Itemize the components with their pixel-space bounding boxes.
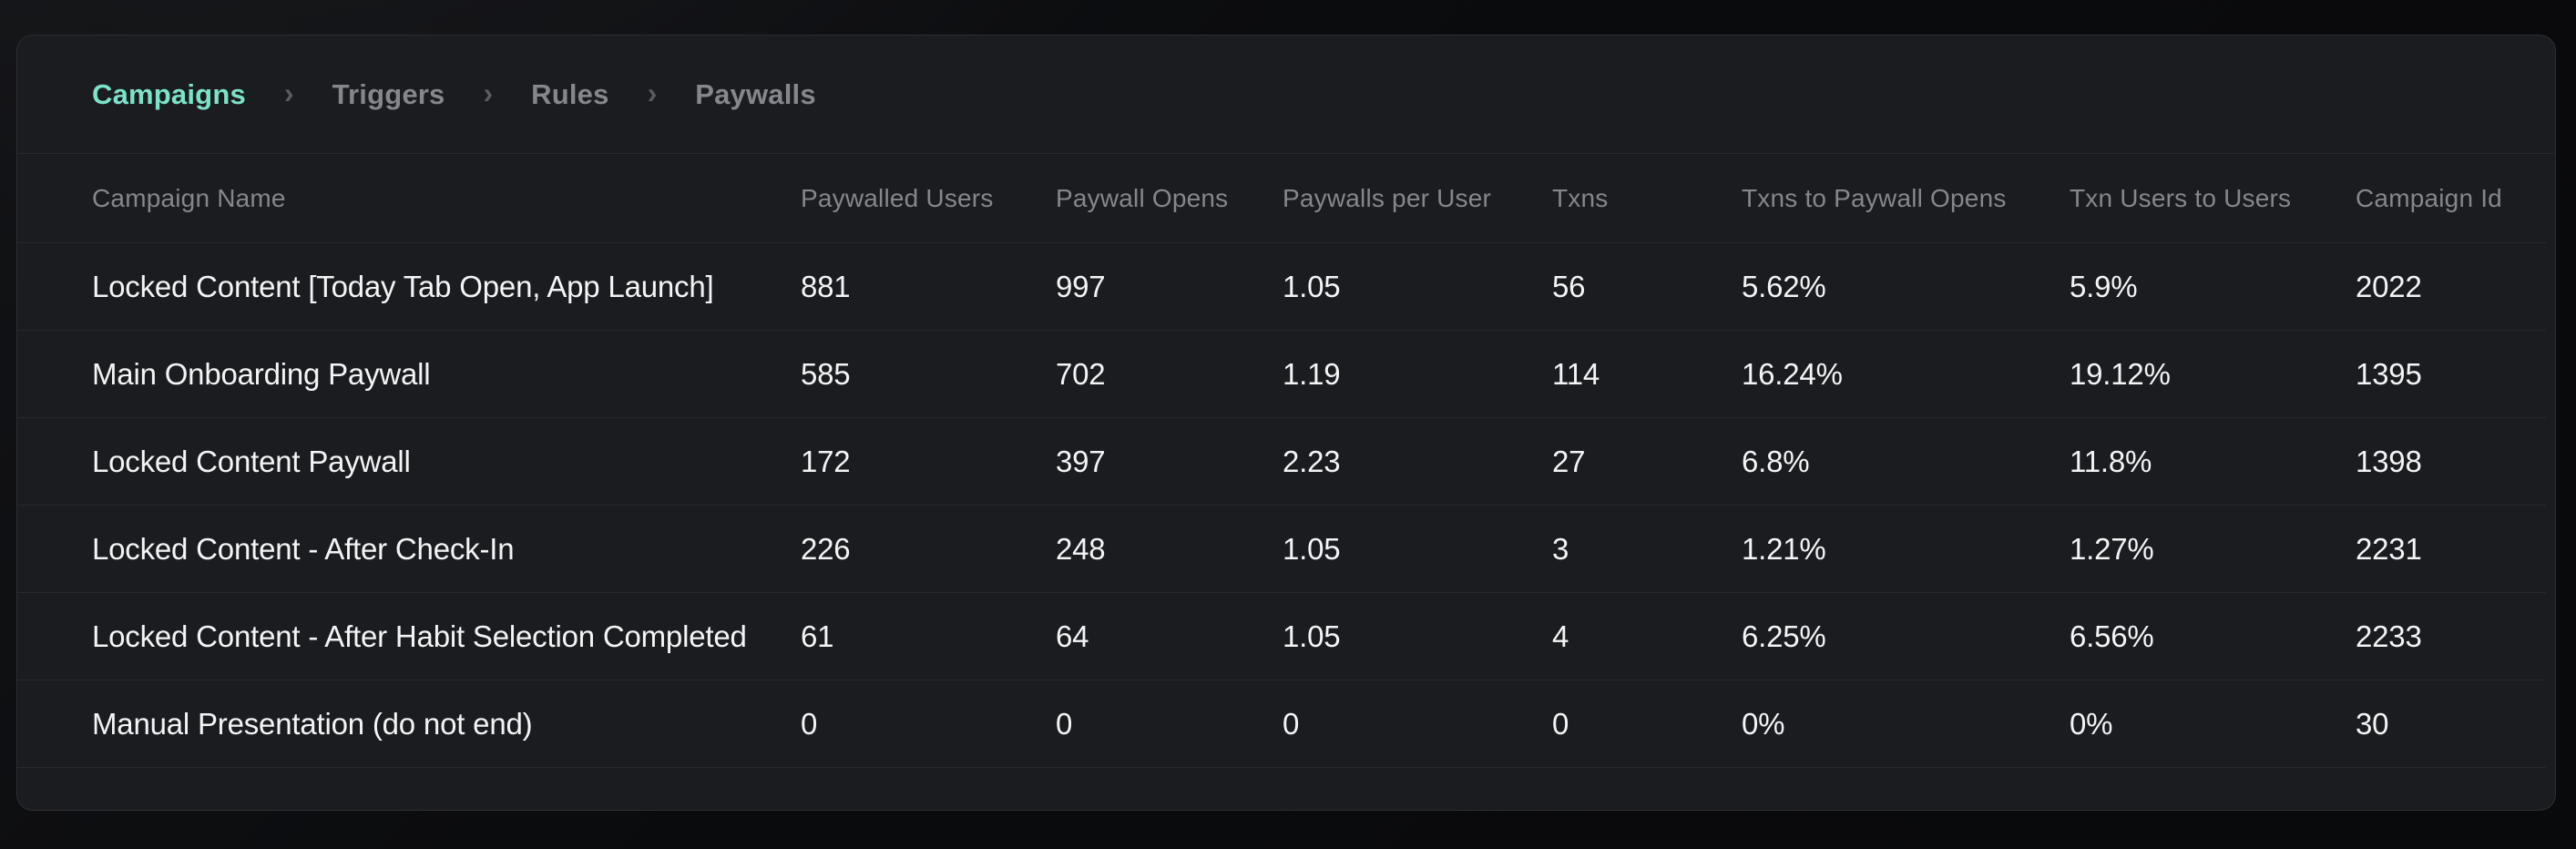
table-row[interactable]: Manual Presentation (do not end) 0 0 0 0… — [17, 680, 2546, 768]
cell-paywalls-per-user: 1.05 — [1283, 242, 1552, 331]
breadcrumb-item-paywalls[interactable]: Paywalls — [695, 77, 816, 110]
cell-txns: 3 — [1552, 505, 1742, 593]
cell-campaign-id: 2231 — [2356, 505, 2546, 593]
cell-campaign-name: Locked Content [Today Tab Open, App Laun… — [17, 242, 801, 331]
cell-campaign-name: Locked Content Paywall — [17, 417, 801, 506]
cell-paywall-opens: 397 — [1056, 417, 1283, 506]
table-row[interactable]: Locked Content - After Habit Selection C… — [17, 592, 2546, 680]
cell-paywalled-users: 61 — [801, 592, 1056, 680]
breadcrumb-item-campaigns[interactable]: Campaigns — [92, 77, 246, 110]
cell-paywall-opens: 0 — [1056, 680, 1283, 768]
cell-paywalls-per-user: 1.19 — [1283, 330, 1552, 418]
cell-txns: 0 — [1552, 680, 1742, 768]
campaigns-table: Campaign Name Paywalled Users Paywall Op… — [17, 154, 2546, 768]
table-row[interactable]: Main Onboarding Paywall 585 702 1.19 114… — [17, 330, 2546, 418]
cell-campaign-id: 1395 — [2356, 330, 2546, 418]
cell-paywalls-per-user: 0 — [1283, 680, 1552, 768]
cell-txn-users-to-users: 11.8% — [2070, 417, 2356, 506]
table-row[interactable]: Locked Content [Today Tab Open, App Laun… — [17, 242, 2546, 331]
cell-paywall-opens: 997 — [1056, 242, 1283, 331]
chevron-right-icon: › — [483, 76, 494, 109]
cell-paywalls-per-user: 1.05 — [1283, 592, 1552, 680]
cell-txns-to-paywall-opens: 6.25% — [1742, 592, 2070, 680]
cell-paywalled-users: 881 — [801, 242, 1056, 331]
chevron-right-icon: › — [283, 76, 294, 109]
cell-paywalled-users: 0 — [801, 680, 1056, 768]
cell-txns: 114 — [1552, 330, 1742, 418]
breadcrumb-item-rules[interactable]: Rules — [531, 77, 609, 110]
cell-paywalls-per-user: 2.23 — [1283, 417, 1552, 506]
cell-txn-users-to-users: 6.56% — [2070, 592, 2356, 680]
chevron-right-icon: › — [647, 76, 658, 109]
column-header-txns-to-paywall-opens[interactable]: Txns to Paywall Opens — [1742, 154, 2070, 243]
cell-txns: 4 — [1552, 592, 1742, 680]
campaign-stats-panel: Campaigns › Triggers › Rules › Paywalls — [16, 35, 2556, 811]
breadcrumb: Campaigns › Triggers › Rules › Paywalls — [17, 36, 2555, 154]
cell-campaign-id: 30 — [2356, 680, 2546, 768]
column-header-campaign-name[interactable]: Campaign Name — [17, 154, 801, 243]
cell-txns-to-paywall-opens: 0% — [1742, 680, 2070, 768]
cell-paywalled-users: 172 — [801, 417, 1056, 506]
cell-txns-to-paywall-opens: 1.21% — [1742, 505, 2070, 593]
table-row[interactable]: Locked Content - After Check-In 226 248 … — [17, 505, 2546, 593]
table-container: Campaign Name Paywalled Users Paywall Op… — [17, 154, 2555, 768]
cell-campaign-id: 1398 — [2356, 417, 2546, 506]
column-header-paywalls-per-user[interactable]: Paywalls per User — [1283, 154, 1552, 243]
cell-paywall-opens: 64 — [1056, 592, 1283, 680]
cell-campaign-name: Locked Content - After Habit Selection C… — [17, 592, 801, 680]
cell-txn-users-to-users: 5.9% — [2070, 242, 2356, 331]
cell-paywall-opens: 248 — [1056, 505, 1283, 593]
column-header-paywall-opens[interactable]: Paywall Opens — [1056, 154, 1283, 243]
cell-txns-to-paywall-opens: 5.62% — [1742, 242, 2070, 331]
cell-txns: 56 — [1552, 242, 1742, 331]
cell-paywalls-per-user: 1.05 — [1283, 505, 1552, 593]
cell-paywall-opens: 702 — [1056, 330, 1283, 418]
cell-campaign-name: Main Onboarding Paywall — [17, 330, 801, 418]
column-header-campaign-id[interactable]: Campaign Id — [2356, 154, 2546, 243]
cell-txn-users-to-users: 0% — [2070, 680, 2356, 768]
cell-campaign-id: 2022 — [2356, 242, 2546, 331]
cell-txns-to-paywall-opens: 16.24% — [1742, 330, 2070, 418]
table-row[interactable]: Locked Content Paywall 172 397 2.23 27 6… — [17, 417, 2546, 506]
column-header-txns[interactable]: Txns — [1552, 154, 1742, 243]
breadcrumb-item-triggers[interactable]: Triggers — [332, 77, 445, 110]
cell-campaign-name: Locked Content - After Check-In — [17, 505, 801, 593]
cell-txns-to-paywall-opens: 6.8% — [1742, 417, 2070, 506]
cell-campaign-id: 2233 — [2356, 592, 2546, 680]
column-header-txn-users-to-users[interactable]: Txn Users to Users — [2070, 154, 2356, 243]
cell-txn-users-to-users: 1.27% — [2070, 505, 2356, 593]
cell-paywalled-users: 585 — [801, 330, 1056, 418]
table-header-row: Campaign Name Paywalled Users Paywall Op… — [17, 154, 2546, 243]
cell-txns: 27 — [1552, 417, 1742, 506]
cell-campaign-name: Manual Presentation (do not end) — [17, 680, 801, 768]
cell-txn-users-to-users: 19.12% — [2070, 330, 2356, 418]
column-header-paywalled-users[interactable]: Paywalled Users — [801, 154, 1056, 243]
cell-paywalled-users: 226 — [801, 505, 1056, 593]
